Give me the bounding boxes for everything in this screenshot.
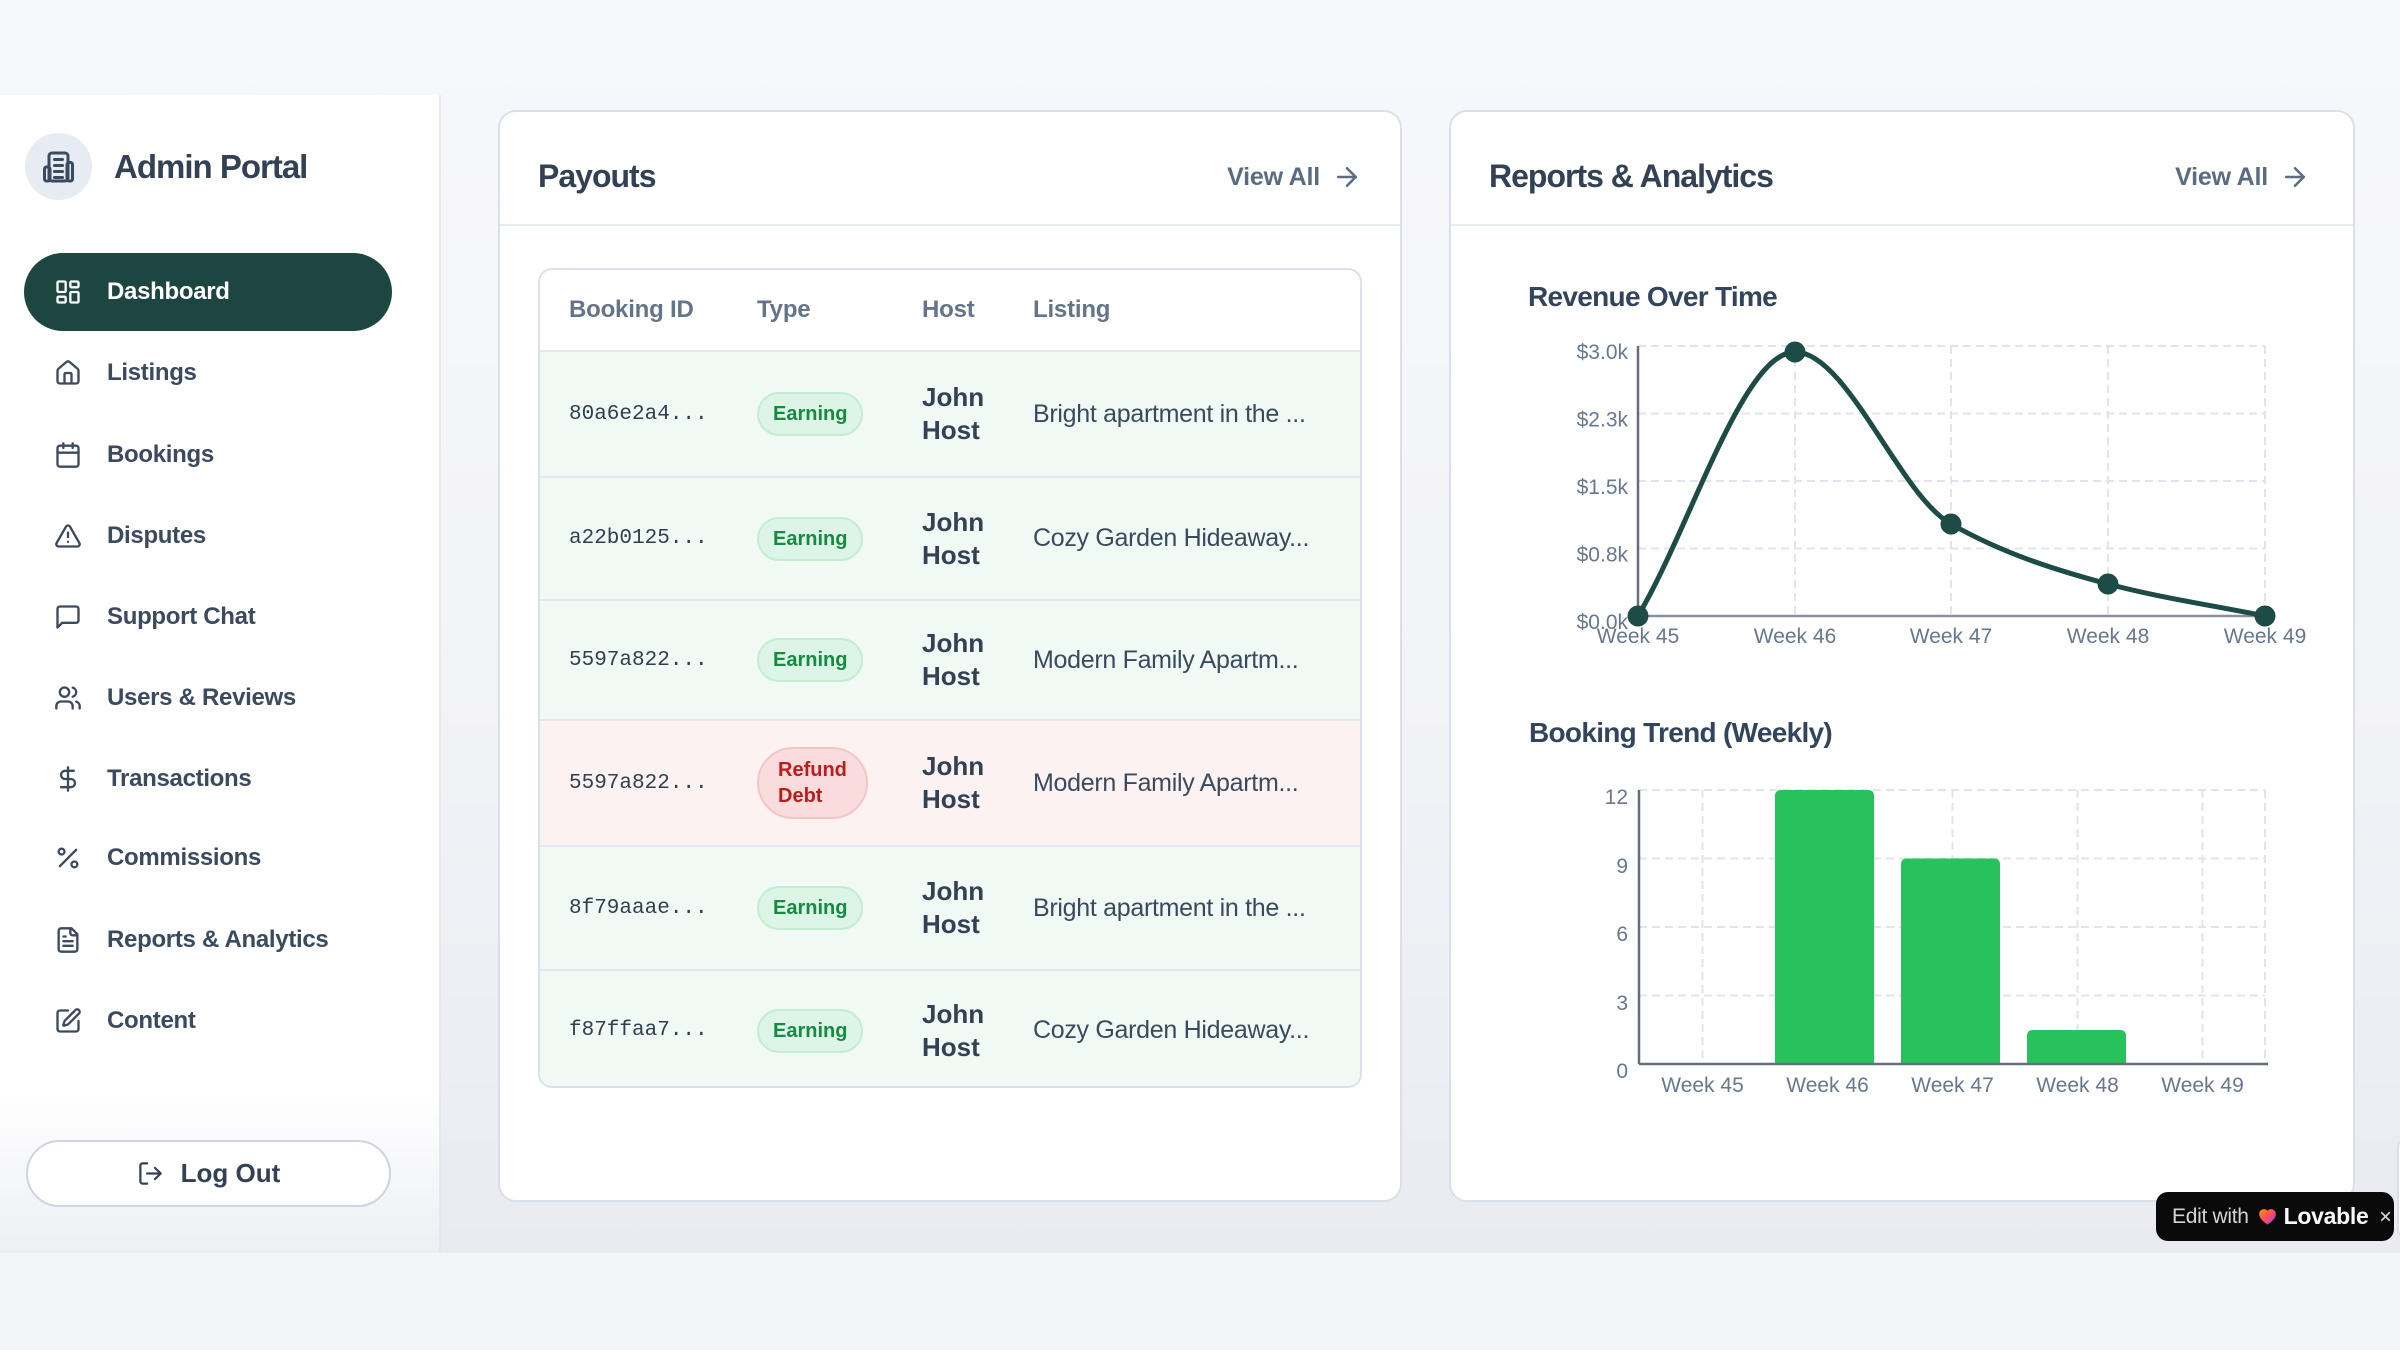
svg-text:0: 0 xyxy=(1616,1060,1628,1083)
svg-text:Week 45: Week 45 xyxy=(1661,1074,1744,1097)
svg-text:Week 48: Week 48 xyxy=(2036,1074,2119,1097)
svg-text:$3.0k: $3.0k xyxy=(1577,341,1629,364)
svg-text:9: 9 xyxy=(1616,855,1628,878)
svg-text:Week 49: Week 49 xyxy=(2224,625,2307,648)
svg-text:6: 6 xyxy=(1616,923,1628,946)
svg-text:Week 47: Week 47 xyxy=(1911,1074,1994,1097)
svg-text:$0.8k: $0.8k xyxy=(1577,544,1629,567)
svg-text:$0.0k: $0.0k xyxy=(1577,611,1629,634)
svg-text:Week 46: Week 46 xyxy=(1754,625,1837,648)
svg-text:$1.5k: $1.5k xyxy=(1577,476,1629,499)
svg-text:Week 46: Week 46 xyxy=(1786,1074,1869,1097)
svg-text:Week 47: Week 47 xyxy=(1910,625,1993,648)
svg-text:Week 49: Week 49 xyxy=(2161,1074,2244,1097)
svg-text:3: 3 xyxy=(1616,992,1628,1015)
svg-text:Week 45: Week 45 xyxy=(1597,625,1680,648)
svg-text:12: 12 xyxy=(1605,786,1628,809)
svg-text:Week 48: Week 48 xyxy=(2067,625,2150,648)
svg-text:$2.3k: $2.3k xyxy=(1577,409,1629,432)
